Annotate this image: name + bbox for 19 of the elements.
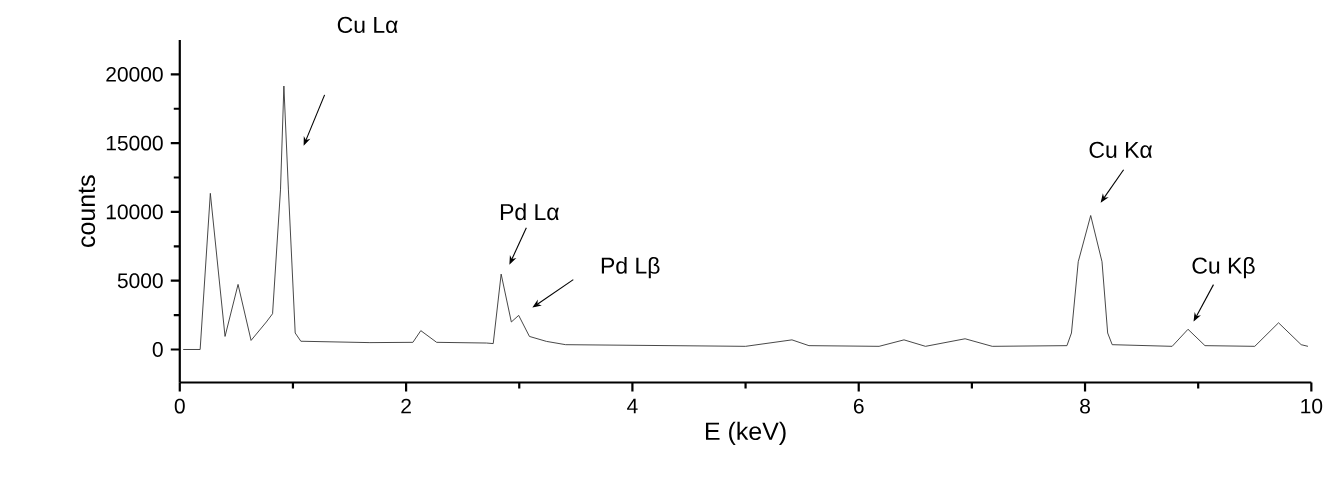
annotation: Cu Kα	[1089, 141, 1153, 158]
y-tick-label: 0	[152, 341, 163, 357]
line-series	[182, 85, 1309, 350]
annotation: Cu Kβ	[1192, 256, 1255, 279]
x-tick-label: 10	[1301, 398, 1323, 414]
x-tick-label: 6	[853, 398, 864, 414]
y-tick-label: 5000	[117, 273, 163, 288]
x-axis-title: E (keV)	[706, 421, 786, 445]
y-axis-title: counts	[78, 175, 96, 247]
x-tick-label: 8	[1080, 398, 1090, 414]
y-tick-label: 20000	[106, 66, 163, 82]
y-tick-label: 15000	[106, 135, 163, 151]
annotation: Pd Lβ	[601, 256, 660, 279]
x-tick-label: 4	[627, 398, 638, 413]
x-tick-label: 2	[401, 398, 411, 414]
text: Cu Lα	[337, 16, 398, 33]
y-tick-label: 10000	[106, 204, 163, 220]
annotation: Pd Lα	[500, 203, 559, 220]
x-tick-label: 0	[174, 398, 185, 414]
